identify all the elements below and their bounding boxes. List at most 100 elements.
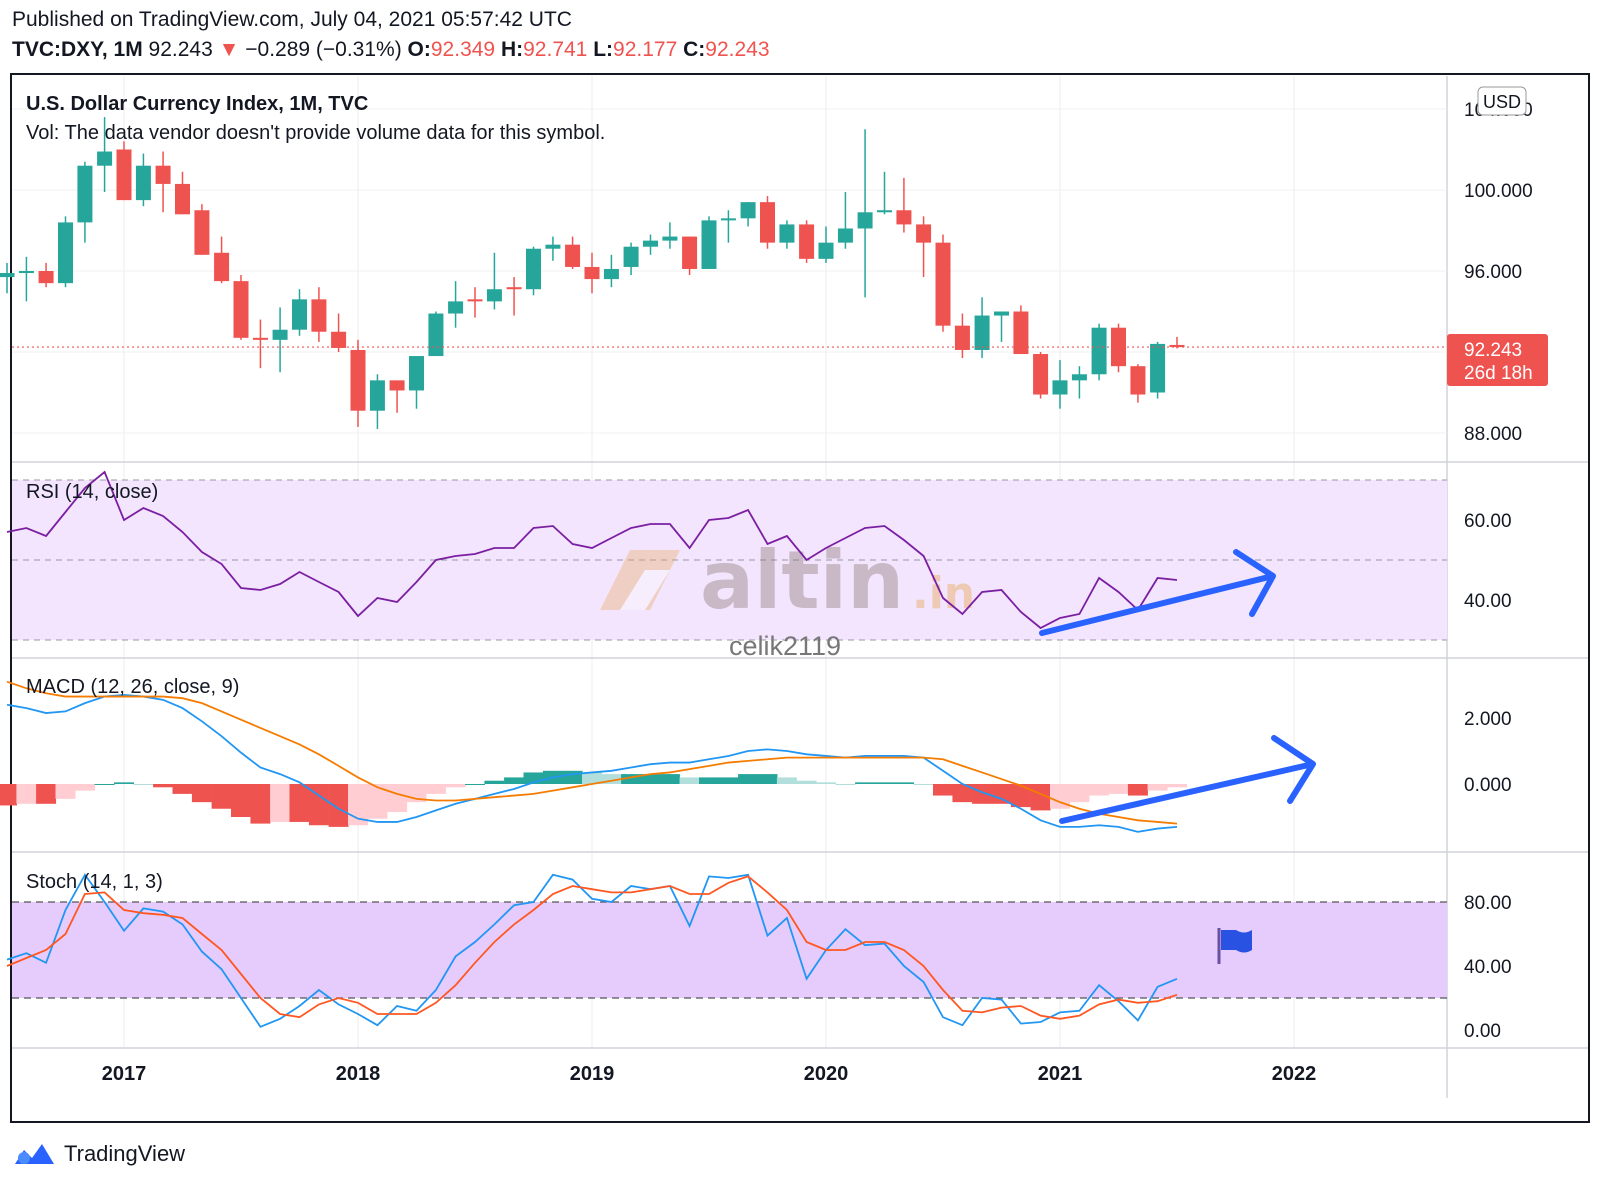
flag-icon (1217, 928, 1252, 964)
candle-body (603, 268, 619, 280)
macd-histogram-bar (1108, 784, 1129, 794)
macd-histogram-bar (387, 784, 408, 813)
candle-body (428, 313, 444, 357)
candle-body (369, 380, 385, 411)
candle-body (292, 299, 307, 330)
candle-body (155, 165, 171, 184)
candle-body (38, 271, 54, 284)
x-tick-label: 2017 (102, 1063, 147, 1085)
macd-histogram-bar (211, 784, 232, 809)
candle-body (233, 281, 249, 338)
tradingview-footer[interactable]: TradingView (12, 1140, 185, 1168)
macd-histogram-bar (738, 774, 759, 784)
candle-body (77, 165, 93, 223)
tradingview-logo-icon (15, 1144, 54, 1164)
macd-histogram-bar (270, 784, 291, 822)
stoch-title: Stoch (14, 1, 3) (26, 871, 163, 893)
macd-line (6, 693, 1178, 833)
macd-histogram-bar (133, 784, 154, 785)
macd-histogram-bar (933, 784, 953, 796)
last-price-badge-value: 92.243 (1464, 340, 1522, 361)
macd-histogram-bar (659, 774, 680, 784)
candle-body (448, 301, 464, 314)
candle-body (740, 202, 756, 219)
watermark: altin .in celik2119 (600, 534, 975, 661)
currency-badge-label: USD (1483, 92, 1521, 112)
indicator-bands (12, 479, 1447, 999)
macd-histogram-bar (484, 780, 505, 784)
rsi-arrow-annotation (1039, 549, 1276, 636)
price-change: −0.289 (−0.31%) (245, 38, 402, 61)
candle-body (682, 236, 698, 269)
currency-badge[interactable] (1477, 86, 1527, 116)
symbol-label: TVC:DXY, 1M (12, 38, 143, 61)
candle-body (272, 329, 288, 340)
macd-histogram-bar (425, 784, 446, 794)
candlestick-series (0, 117, 1447, 429)
candle-body (779, 224, 795, 243)
stoch-d-line (6, 875, 1178, 1020)
macd-histogram-bar (855, 782, 876, 784)
price-axis[interactable]: 104.000100.00096.00088.00060.0040.002.00… (1464, 100, 1533, 1042)
stoch-k-line (6, 873, 1178, 1028)
watermark-brand: altin (700, 534, 904, 627)
macd-pane (0, 680, 1187, 833)
macd-histogram-bar (757, 774, 778, 784)
candle-body (701, 220, 717, 269)
x-tick-label: 2018 (336, 1063, 381, 1085)
macd-histogram-bar (776, 777, 797, 784)
candle-body (486, 289, 502, 302)
y-tick-label: 96.000 (1464, 262, 1522, 283)
candle-body (994, 311, 1009, 316)
x-tick-label: 2019 (570, 1063, 615, 1085)
candle-body (58, 222, 73, 284)
candle-body (877, 210, 892, 213)
candle-body (643, 240, 658, 247)
macd-histogram-bar (367, 784, 388, 819)
macd-histogram-bar (621, 774, 642, 784)
rsi-line (6, 470, 1178, 630)
rsi-tick-label: 40.00 (1464, 591, 1512, 612)
macd-histogram-bar (1030, 784, 1051, 811)
macd-histogram-bar (893, 782, 914, 784)
countdown-label: 26d 18h (1464, 363, 1533, 384)
candle-body (974, 315, 990, 350)
open-value: 92.349 (430, 38, 496, 61)
macd-histogram-bar (153, 784, 174, 788)
chart-frame (10, 73, 1590, 1123)
candle-body (311, 299, 327, 332)
macd-histogram-bar (55, 784, 76, 799)
macd-histogram-bar (952, 784, 973, 803)
macd-histogram-bar (1050, 784, 1070, 809)
rsi-title: RSI (14, close) (26, 481, 158, 503)
candle-body (116, 149, 132, 201)
candle-body (837, 228, 853, 243)
candle-body (916, 224, 932, 243)
low-value: 92.177 (613, 38, 678, 61)
macd-histogram-bar (348, 784, 368, 826)
candle-body (467, 299, 483, 302)
macd-histogram-bar (1127, 784, 1148, 796)
candle-body (1052, 380, 1068, 395)
macd-histogram-bar (679, 777, 700, 784)
last-price: 92.243 (148, 38, 213, 61)
candle-body (662, 236, 678, 241)
stoch-tick-label: 0.00 (1464, 1021, 1501, 1042)
stoch-tick-label: 40.00 (1464, 957, 1512, 978)
low-label: L: (593, 38, 614, 61)
x-tick-label: 2021 (1038, 1063, 1083, 1085)
candle-body (584, 266, 600, 280)
macd-histogram-bar (0, 784, 17, 806)
candle-body (954, 325, 970, 350)
macd-arrow-annotation (1059, 735, 1316, 824)
candle-body (1150, 343, 1166, 393)
macd-histogram-bar (231, 784, 251, 817)
macd-histogram-bar (308, 784, 329, 826)
y-tick-label: 100.000 (1464, 181, 1533, 202)
candle-body (18, 271, 34, 274)
candle-body (194, 210, 210, 255)
macd-histogram-bar (1167, 784, 1187, 788)
macd-histogram-bar (289, 784, 310, 822)
candle-body (135, 165, 151, 201)
